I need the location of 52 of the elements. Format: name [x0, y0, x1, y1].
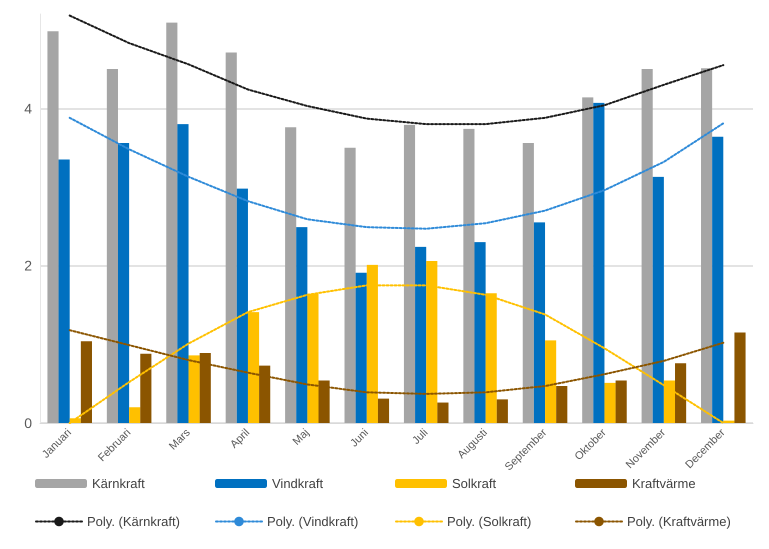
legend-label: Poly. (Kraftvärme) — [627, 514, 731, 529]
bar — [129, 407, 140, 423]
bar — [701, 68, 712, 423]
legend-label: Kärnkraft — [92, 476, 146, 491]
bar — [285, 127, 296, 423]
bar — [604, 382, 616, 423]
bar — [593, 102, 604, 423]
bar — [642, 69, 653, 423]
legend-label: Vindkraft — [272, 476, 324, 491]
y-tick-label: 4 — [24, 100, 32, 116]
bar — [188, 355, 200, 423]
line-series — [68, 14, 724, 126]
x-tick-label: Juni — [348, 426, 372, 450]
bar — [58, 160, 70, 423]
bar — [675, 363, 686, 423]
bar — [712, 136, 724, 423]
bar — [356, 272, 367, 423]
bar — [534, 222, 546, 423]
bar — [177, 124, 189, 423]
bar — [80, 341, 92, 423]
bar — [496, 399, 508, 423]
bar — [140, 354, 152, 423]
bar — [378, 398, 390, 423]
line-series — [68, 116, 724, 230]
bar — [582, 97, 594, 423]
x-tick-label: Maj — [290, 426, 312, 448]
bar — [616, 380, 627, 423]
bar — [522, 142, 534, 423]
x-tick-label: Juli — [410, 426, 430, 447]
legend-label: Poly. (Kärnkraft) — [87, 514, 180, 529]
legend-label: Kraftvärme — [632, 476, 696, 491]
bar — [226, 52, 237, 423]
bar — [236, 188, 248, 423]
bar — [474, 242, 486, 423]
bar — [652, 176, 664, 423]
bar — [404, 124, 416, 423]
bar — [344, 148, 356, 423]
bar — [296, 227, 308, 423]
bar — [118, 142, 130, 423]
bar — [734, 332, 746, 423]
bar — [437, 402, 448, 423]
y-tick-label: 2 — [24, 258, 32, 274]
bar — [415, 246, 426, 423]
legend-label: Poly. (Vindkraft) — [267, 514, 358, 529]
bar — [106, 69, 118, 423]
y-tick-label: 0 — [24, 415, 32, 431]
legend-label: Poly. (Solkraft) — [447, 514, 532, 529]
bar — [166, 22, 178, 423]
legend-label: Solkraft — [452, 476, 496, 491]
bar — [463, 128, 474, 423]
bar — [545, 340, 556, 423]
bar — [47, 31, 59, 423]
